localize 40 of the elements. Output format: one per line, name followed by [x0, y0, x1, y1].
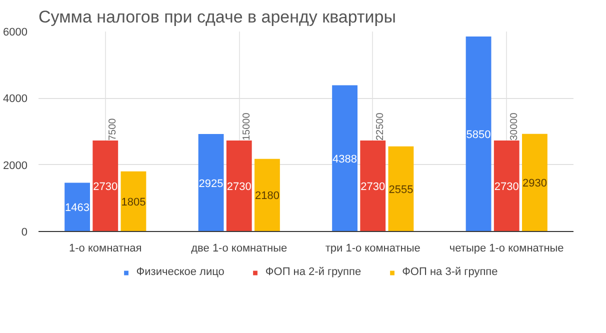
bar [466, 36, 492, 232]
data-label: 2180 [254, 190, 280, 202]
bar [360, 140, 386, 232]
annotation: 22500 [375, 112, 386, 140]
bar [522, 134, 548, 232]
data-label: 2730 [226, 181, 252, 193]
bar [388, 146, 414, 232]
bar [198, 134, 224, 232]
y-tick-label: 6000 [3, 26, 28, 38]
annotation: 15000 [241, 112, 252, 140]
data-label: 2730 [360, 181, 386, 193]
legend-label: Физическое лицо [136, 266, 224, 278]
y-tick-label: 4000 [3, 93, 28, 106]
annotation: 7500 [108, 118, 119, 140]
bar [332, 85, 358, 232]
x-tick-label: 1-о комнатная [69, 242, 142, 254]
bar [494, 140, 520, 232]
bar [120, 171, 146, 232]
y-tick-label: 2000 [3, 160, 28, 172]
data-label: 1805 [121, 196, 146, 208]
y-tick-label: 0 [21, 226, 28, 238]
bar [226, 140, 252, 232]
bar [92, 140, 118, 232]
x-tick-label: четыре 1-о комнатные [449, 242, 564, 254]
x-tick-label: две 1-о комнатные [191, 242, 288, 254]
data-label: 2730 [93, 181, 118, 193]
data-label: 4388 [332, 153, 358, 166]
x-tick-label: три 1-о комнатные [325, 242, 420, 254]
chart-title: Сумма налогов при сдаче в аренду квартиры [38, 8, 396, 26]
legend-label: ФОП на 3-й группе [402, 266, 498, 278]
data-label: 2930 [522, 178, 547, 190]
legend-label: ФОП на 2-й группе [265, 266, 362, 278]
data-label: 1463 [65, 202, 90, 214]
bar [254, 158, 280, 232]
data-label: 2925 [198, 178, 224, 190]
data-label: 2555 [388, 184, 414, 196]
data-label: 2730 [494, 181, 519, 193]
bar [64, 182, 90, 232]
data-label: 5850 [466, 129, 491, 141]
annotation: 30000 [508, 112, 520, 140]
